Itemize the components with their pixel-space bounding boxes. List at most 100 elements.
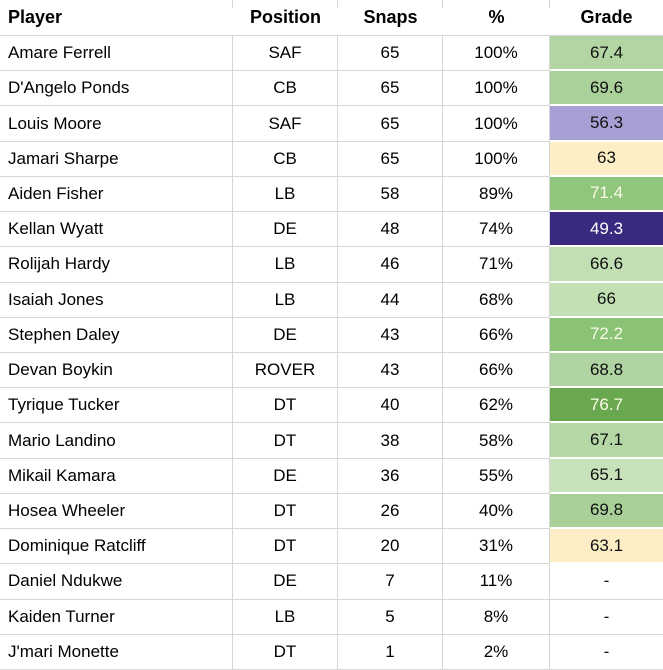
pct-cell[interactable]: 74% (443, 212, 550, 248)
player-cell[interactable]: Dominique Ratcliff (0, 529, 233, 565)
position-cell[interactable]: SAF (233, 106, 338, 142)
snaps-cell[interactable]: 46 (338, 247, 443, 283)
position-cell[interactable]: DT (233, 423, 338, 459)
pct-cell[interactable]: 100% (443, 36, 550, 72)
grade-cell[interactable]: 66 (550, 282, 663, 318)
grade-cell[interactable]: 49.3 (550, 212, 663, 248)
position-cell[interactable]: ROVER (233, 352, 338, 389)
player-row: Amare Ferrell SAF 65 100% 67.4 (0, 36, 663, 72)
position-cell[interactable]: DT (233, 634, 338, 670)
player-cell[interactable]: Louis Moore (0, 106, 233, 142)
player-cell[interactable]: Isaiah Jones (0, 282, 233, 318)
grade-cell[interactable]: 71.4 (550, 176, 663, 213)
grade-cell[interactable]: 66.6 (550, 247, 663, 283)
player-cell[interactable]: Aiden Fisher (0, 176, 233, 213)
grade-cell[interactable]: - (550, 599, 663, 635)
pct-cell[interactable]: 55% (443, 458, 550, 494)
pct-cell[interactable]: 8% (443, 599, 550, 635)
grade-cell[interactable]: 65.1 (550, 458, 663, 494)
grade-cell[interactable]: 69.6 (550, 71, 663, 107)
pct-cell[interactable]: 58% (443, 423, 550, 459)
pct-cell[interactable]: 66% (443, 352, 550, 389)
player-cell[interactable]: D'Angelo Ponds (0, 71, 233, 107)
player-cell[interactable]: Hosea Wheeler (0, 493, 233, 530)
snaps-cell[interactable]: 65 (338, 106, 443, 142)
snaps-cell[interactable]: 36 (338, 458, 443, 494)
snaps-cell[interactable]: 20 (338, 529, 443, 565)
player-cell[interactable]: Stephen Daley (0, 317, 233, 353)
grade-cell[interactable]: 69.8 (550, 493, 663, 530)
grade-cell[interactable]: 63 (550, 141, 663, 177)
pct-cell[interactable]: 100% (443, 141, 550, 177)
position-cell[interactable]: LB (233, 599, 338, 635)
pct-cell[interactable]: 31% (443, 529, 550, 565)
pct-cell[interactable]: 66% (443, 317, 550, 353)
player-cell[interactable]: J'mari Monette (0, 634, 233, 670)
grade-cell[interactable]: 56.3 (550, 106, 663, 142)
snaps-cell[interactable]: 40 (338, 388, 443, 424)
snaps-cell[interactable]: 26 (338, 493, 443, 530)
header-grade[interactable]: Grade (550, 0, 663, 36)
snaps-cell[interactable]: 58 (338, 176, 443, 213)
player-cell[interactable]: Jamari Sharpe (0, 141, 233, 177)
player-cell[interactable]: Rolijah Hardy (0, 247, 233, 283)
pct-cell[interactable]: 68% (443, 282, 550, 318)
position-cell[interactable]: DT (233, 529, 338, 565)
snaps-cell[interactable]: 43 (338, 352, 443, 389)
snaps-cell[interactable]: 48 (338, 212, 443, 248)
header-snaps[interactable]: Snaps (338, 0, 443, 36)
pct-cell[interactable]: 2% (443, 634, 550, 670)
player-row: Kellan Wyatt DE 48 74% 49.3 (0, 212, 663, 248)
pct-cell[interactable]: 100% (443, 71, 550, 107)
player-cell[interactable]: Tyrique Tucker (0, 388, 233, 424)
position-cell[interactable]: LB (233, 176, 338, 213)
snaps-cell[interactable]: 65 (338, 141, 443, 177)
pct-cell[interactable]: 11% (443, 564, 550, 600)
position-cell[interactable]: DT (233, 388, 338, 424)
grade-cell[interactable]: - (550, 634, 663, 670)
grade-cell[interactable]: 72.2 (550, 317, 663, 353)
position-cell[interactable]: LB (233, 282, 338, 318)
snaps-cell[interactable]: 65 (338, 71, 443, 107)
pct-cell[interactable]: 40% (443, 493, 550, 530)
position-cell[interactable]: DE (233, 212, 338, 248)
player-cell[interactable]: Mario Landino (0, 423, 233, 459)
grade-cell[interactable]: 67.1 (550, 423, 663, 459)
position-cell[interactable]: DE (233, 458, 338, 494)
pct-cell[interactable]: 100% (443, 106, 550, 142)
header-player[interactable]: Player (0, 0, 233, 36)
grade-cell[interactable]: 68.8 (550, 352, 663, 389)
grade-cell[interactable]: 76.7 (550, 388, 663, 424)
pct-cell[interactable]: 62% (443, 388, 550, 424)
pct-cell[interactable]: 89% (443, 176, 550, 213)
snaps-cell[interactable]: 65 (338, 36, 443, 72)
position-cell[interactable]: DE (233, 564, 338, 600)
player-cell[interactable]: Mikail Kamara (0, 458, 233, 494)
snaps-cell[interactable]: 44 (338, 282, 443, 318)
snaps-cell[interactable]: 43 (338, 317, 443, 353)
grade-cell[interactable]: 63.1 (550, 529, 663, 565)
snaps-cell[interactable]: 7 (338, 564, 443, 600)
player-cell[interactable]: Amare Ferrell (0, 36, 233, 72)
player-cell[interactable]: Kellan Wyatt (0, 212, 233, 248)
player-cell[interactable]: Kaiden Turner (0, 599, 233, 635)
player-cell[interactable]: Daniel Ndukwe (0, 564, 233, 600)
header-percent[interactable]: % (443, 0, 550, 36)
position-cell[interactable]: DE (233, 317, 338, 353)
position-cell[interactable]: LB (233, 247, 338, 283)
position-cell[interactable]: CB (233, 141, 338, 177)
grade-cell[interactable]: 67.4 (550, 36, 663, 72)
player-row: D'Angelo Ponds CB 65 100% 69.6 (0, 71, 663, 107)
position-cell[interactable]: CB (233, 71, 338, 107)
snaps-cell[interactable]: 5 (338, 599, 443, 635)
position-cell[interactable]: SAF (233, 36, 338, 72)
header-position[interactable]: Position (233, 0, 338, 36)
pct-cell[interactable]: 71% (443, 247, 550, 283)
player-row: Stephen Daley DE 43 66% 72.2 (0, 317, 663, 353)
player-cell[interactable]: Devan Boykin (0, 352, 233, 389)
grade-cell[interactable]: - (550, 564, 663, 600)
snaps-cell[interactable]: 38 (338, 423, 443, 459)
table-body: Amare Ferrell SAF 65 100% 67.4 D'Angelo Ponds… (0, 36, 663, 670)
position-cell[interactable]: DT (233, 493, 338, 530)
snaps-cell[interactable]: 1 (338, 634, 443, 670)
